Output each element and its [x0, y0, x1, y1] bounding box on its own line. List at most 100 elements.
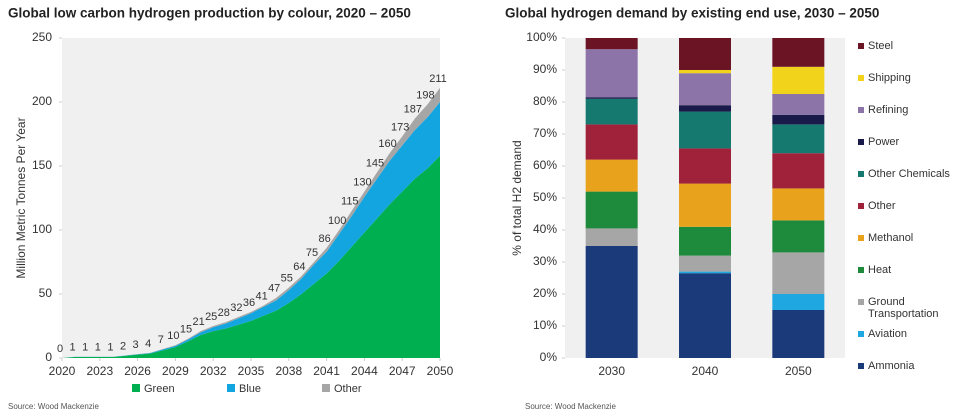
legend-swatch: [858, 43, 864, 49]
y-tick-label: 100: [32, 222, 52, 236]
data-label: 3: [133, 339, 139, 351]
bar-segment: [585, 97, 638, 99]
data-label: 160: [378, 138, 396, 150]
bar-segment: [772, 153, 825, 189]
bar-segment: [772, 114, 825, 125]
legend-swatch: [858, 107, 864, 113]
data-label: 1: [107, 342, 113, 354]
legend-swatch: [858, 331, 864, 337]
bar-segment: [679, 183, 731, 227]
bar-segment: [679, 273, 731, 358]
data-label: 1: [82, 342, 88, 354]
data-label: 1: [70, 342, 76, 354]
data-label: 0: [57, 343, 63, 355]
bar-segment: [585, 38, 638, 50]
bar-segment: [772, 252, 825, 294]
bar-segment: [679, 111, 731, 149]
x-tick-label: 2030: [598, 364, 625, 378]
legend-label: Refining: [868, 104, 909, 116]
source: Source: Wood Mackenzie: [8, 402, 100, 411]
y-tick-label: 0: [45, 350, 52, 364]
legend-label: Other: [868, 200, 896, 212]
bar-segment: [585, 191, 638, 229]
legend-label: Ammonia: [868, 360, 915, 372]
y-tick-label: 80%: [533, 94, 557, 108]
data-label: 1: [95, 342, 101, 354]
area: [62, 155, 440, 358]
legend-swatch: [322, 384, 330, 392]
y-tick-label: 100%: [526, 30, 557, 44]
y-tick-label: 0%: [540, 350, 558, 364]
data-label: 7: [158, 334, 164, 346]
y-tick-label: 200: [32, 94, 52, 108]
bar-segment: [772, 38, 825, 67]
bar-segment: [585, 228, 638, 246]
x-tick-label: 2020: [49, 364, 76, 378]
data-label: 21: [192, 316, 204, 328]
legend-label: Ground Transportation: [868, 296, 939, 320]
bar-segment: [772, 220, 825, 253]
data-label: 41: [255, 290, 267, 302]
data-label: 4: [145, 338, 151, 350]
x-tick-label: 2047: [389, 364, 416, 378]
data-label: 25: [205, 311, 217, 323]
bar-segment: [772, 294, 825, 310]
bar-segment: [772, 188, 825, 221]
legend-label: Green: [144, 383, 175, 395]
legend-swatch: [858, 267, 864, 273]
legend-label: Other Chemicals: [868, 168, 950, 180]
legend-swatch: [858, 75, 864, 81]
bar-segment: [772, 94, 825, 115]
y-tick-label: 70%: [533, 126, 557, 140]
bar-segment: [772, 124, 825, 154]
legend-swatch: [858, 299, 864, 305]
data-label: 36: [243, 297, 255, 309]
bar-segment: [679, 38, 731, 70]
y-tick-label: 60%: [533, 158, 557, 172]
x-tick-label: 2050: [785, 364, 812, 378]
y-tick-label: 250: [32, 30, 52, 44]
bar-segment: [585, 98, 638, 125]
legend-swatch: [132, 384, 140, 392]
bar-segment: [585, 49, 638, 98]
bar-segment: [679, 148, 731, 184]
bar-segment: [679, 226, 731, 256]
x-tick-label: 2029: [162, 364, 189, 378]
x-tick-label: 2023: [86, 364, 113, 378]
legend-swatch: [858, 363, 864, 369]
bar-segment: [679, 70, 731, 74]
legend-label: Power: [868, 136, 900, 148]
data-label: 211: [429, 73, 447, 85]
bar-segment: [679, 271, 731, 274]
data-label: 115: [341, 196, 359, 208]
data-label: 2: [120, 340, 126, 352]
data-label: 86: [318, 233, 330, 245]
bar-segment: [679, 105, 731, 112]
data-label: 55: [281, 273, 293, 285]
x-tick-label: 2032: [200, 364, 227, 378]
data-label: 15: [180, 324, 192, 336]
y-tick-label: 40%: [533, 222, 557, 236]
legend-label: Shipping: [868, 72, 911, 84]
data-label: 75: [306, 247, 318, 259]
y-tick-label: 10%: [533, 318, 557, 332]
legend-swatch: [858, 171, 864, 177]
legend-swatch: [858, 203, 864, 209]
legend-label: Steel: [868, 40, 894, 52]
chart-title: Global hydrogen demand by existing end u…: [505, 6, 879, 21]
bar-segment: [585, 159, 638, 192]
legend-swatch: [858, 139, 864, 145]
bar-segment: [679, 255, 731, 272]
data-label: 47: [268, 283, 280, 295]
y-tick-label: 20%: [533, 286, 557, 300]
bar-segment: [772, 310, 825, 358]
source: Source: Wood Mackenzie: [525, 402, 617, 411]
data-label: 32: [230, 302, 242, 314]
data-label: 198: [416, 89, 434, 101]
bar-segment: [585, 246, 638, 358]
y-axis-label: Million Metric Tonnes Per Year: [14, 117, 28, 278]
data-label: 10: [167, 330, 179, 342]
legend-label: Heat: [868, 264, 892, 276]
